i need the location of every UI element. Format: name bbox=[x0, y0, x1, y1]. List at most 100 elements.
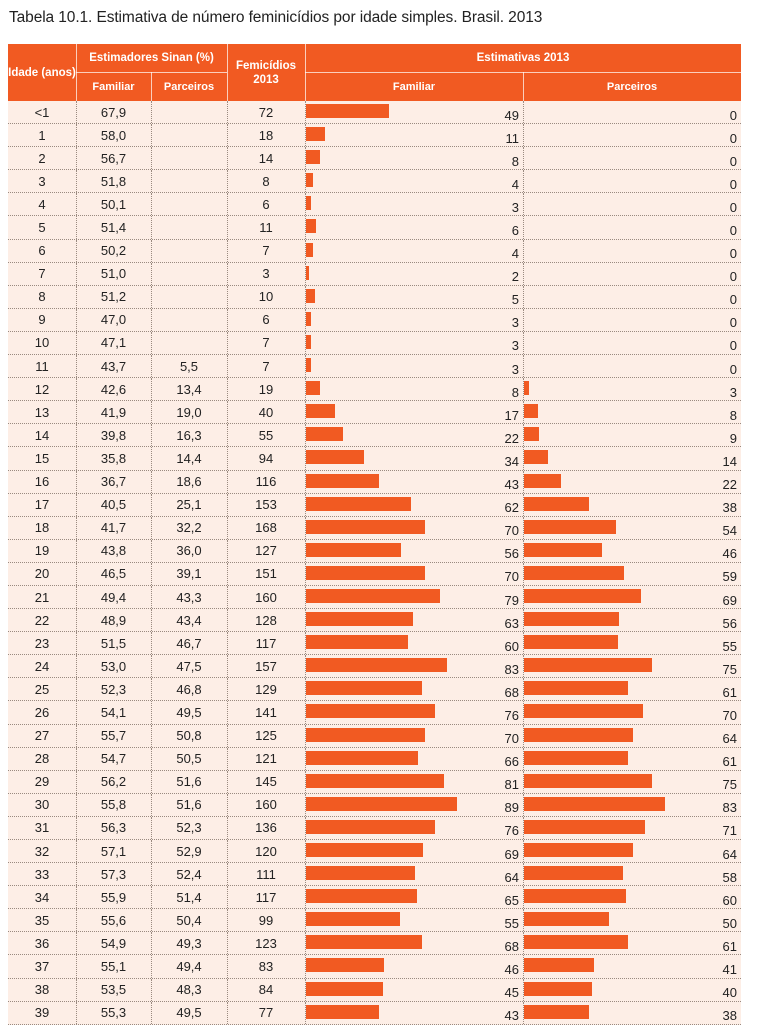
cell-estimativa-parceiros: 60 bbox=[722, 892, 737, 908]
cell-idade: 7 bbox=[38, 266, 46, 282]
cell-sinan-familiar: 42,6 bbox=[100, 381, 127, 397]
column-separator bbox=[227, 816, 228, 839]
column-separator bbox=[523, 447, 524, 470]
column-separator bbox=[151, 147, 152, 170]
column-separator bbox=[305, 101, 306, 124]
cell-idade: 39 bbox=[34, 1005, 50, 1021]
column-separator bbox=[305, 355, 306, 378]
cell-idade: 20 bbox=[34, 566, 50, 582]
bar-parceiros bbox=[524, 612, 619, 627]
cell-sinan-familiar: 51,0 bbox=[100, 266, 127, 282]
column-separator bbox=[76, 101, 77, 124]
column-separator bbox=[76, 678, 77, 701]
bar-familiar bbox=[306, 496, 411, 511]
cell-sinan-familiar: 41,9 bbox=[100, 404, 127, 420]
cell-sinan-parceiros: 52,4 bbox=[176, 866, 202, 882]
table-row: 29 56,2 51,6 145 81 75 bbox=[8, 770, 741, 794]
cell-sinan-familiar: 56,3 bbox=[100, 820, 127, 836]
bar-familiar bbox=[306, 242, 313, 257]
cell-estimativa-parceiros: 46 bbox=[722, 546, 737, 562]
cell-estimativa-familiar: 56 bbox=[504, 546, 519, 562]
cell-estimativa-familiar: 3 bbox=[511, 199, 519, 215]
table-row: 30 55,8 51,6 160 89 83 bbox=[8, 793, 741, 817]
column-separator bbox=[523, 770, 524, 793]
bar-parceiros bbox=[524, 519, 616, 534]
column-separator bbox=[523, 424, 524, 447]
column-separator bbox=[151, 331, 152, 355]
column-separator bbox=[523, 724, 524, 747]
column-separator bbox=[305, 655, 306, 678]
column-separator bbox=[227, 909, 228, 932]
column-separator bbox=[523, 193, 524, 216]
cell-estimativa-parceiros: 0 bbox=[729, 315, 737, 331]
header-est-parceiros: Parceiros bbox=[163, 80, 215, 93]
column-separator bbox=[523, 539, 524, 562]
column-separator bbox=[227, 193, 228, 216]
bar-familiar bbox=[306, 866, 415, 881]
column-separator bbox=[227, 470, 228, 493]
column-separator bbox=[76, 216, 77, 239]
cell-femicidios: 141 bbox=[255, 704, 277, 720]
cell-sinan-parceiros: 39,1 bbox=[176, 566, 202, 582]
column-separator bbox=[227, 747, 228, 770]
bar-familiar bbox=[306, 1004, 379, 1019]
bar-parceiros bbox=[524, 704, 643, 719]
column-separator bbox=[227, 770, 228, 793]
cell-sinan-familiar: 51,5 bbox=[100, 635, 127, 651]
column-separator bbox=[305, 886, 306, 909]
cell-femicidios: 83 bbox=[258, 959, 274, 975]
cell-estimativa-familiar: 69 bbox=[504, 846, 519, 862]
column-separator bbox=[523, 863, 524, 886]
cell-femicidios: 151 bbox=[255, 566, 277, 582]
table-row: 27 55,7 50,8 125 70 64 bbox=[8, 724, 741, 748]
column-separator bbox=[523, 124, 524, 147]
table-row: 1 58,0 18 11 0 bbox=[8, 124, 741, 148]
cell-sinan-parceiros bbox=[151, 170, 227, 192]
bar-familiar bbox=[306, 173, 313, 188]
column-separator bbox=[76, 262, 77, 285]
bar-parceiros bbox=[524, 381, 529, 396]
column-separator bbox=[523, 886, 524, 909]
cell-idade: 22 bbox=[34, 612, 50, 628]
column-separator bbox=[305, 493, 306, 516]
column-separator bbox=[227, 101, 228, 124]
cell-femicidios: 72 bbox=[258, 104, 274, 120]
bar-parceiros bbox=[524, 819, 645, 834]
cell-estimativa-parceiros: 61 bbox=[722, 938, 737, 954]
table-row: 28 54,7 50,5 121 66 61 bbox=[8, 747, 741, 771]
cell-idade: 10 bbox=[34, 335, 50, 351]
cell-estimativa-parceiros: 75 bbox=[722, 777, 737, 793]
cell-estimativa-parceiros: 8 bbox=[729, 407, 737, 423]
column-separator bbox=[523, 955, 524, 978]
bar-familiar bbox=[306, 404, 335, 419]
header-divider bbox=[76, 72, 227, 73]
table-row: 31 56,3 52,3 136 76 71 bbox=[8, 816, 741, 840]
cell-sinan-parceiros: 43,4 bbox=[176, 612, 202, 628]
cell-sinan-parceiros: 49,5 bbox=[176, 1005, 202, 1021]
column-separator bbox=[227, 793, 228, 816]
cell-sinan-familiar: 67,9 bbox=[100, 104, 127, 120]
column-separator bbox=[151, 932, 152, 955]
column-separator bbox=[151, 516, 152, 539]
bar-familiar bbox=[306, 704, 435, 719]
table-row: 37 55,1 49,4 83 46 41 bbox=[8, 955, 741, 979]
cell-idade: <1 bbox=[34, 104, 50, 120]
column-separator bbox=[523, 816, 524, 839]
column-separator bbox=[151, 239, 152, 262]
cell-idade: 8 bbox=[38, 289, 46, 305]
feminicide-table: Idade (anos) Estimadores Sinan (%) Famil… bbox=[8, 44, 741, 1025]
column-separator bbox=[523, 978, 524, 1001]
cell-femicidios: 7 bbox=[262, 243, 270, 259]
column-separator bbox=[227, 147, 228, 170]
cell-sinan-parceiros: 5,5 bbox=[179, 358, 199, 374]
column-separator bbox=[151, 955, 152, 978]
cell-sinan-parceiros: 25,1 bbox=[176, 497, 202, 513]
bar-parceiros bbox=[524, 635, 618, 650]
table-row: 3 51,8 8 4 0 bbox=[8, 170, 741, 194]
column-separator bbox=[151, 470, 152, 493]
bar-familiar bbox=[306, 265, 309, 280]
header-divider bbox=[227, 44, 228, 101]
cell-sinan-familiar: 52,3 bbox=[100, 681, 127, 697]
cell-estimativa-familiar: 3 bbox=[511, 315, 519, 331]
column-separator bbox=[76, 770, 77, 793]
